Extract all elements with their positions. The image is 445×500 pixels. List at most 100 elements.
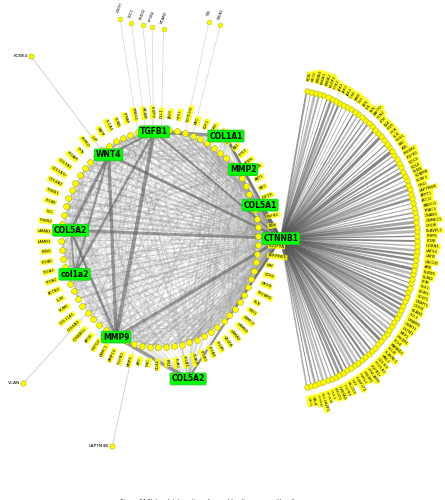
Text: SRC: SRC [398,140,407,147]
Text: RB1: RB1 [232,142,240,151]
Point [328,374,335,382]
Point [316,380,323,388]
Text: PRKG2: PRKG2 [139,8,146,20]
Point [117,15,124,23]
Text: HORN1: HORN1 [426,244,440,249]
Text: PROM2: PROM2 [403,145,417,156]
Text: TGFB2: TGFB2 [117,352,125,365]
Text: FCHI: FCHI [392,338,402,347]
Point [86,158,93,166]
Point [58,246,65,254]
Text: TEC: TEC [358,96,365,104]
Text: WNT4: WNT4 [96,150,121,160]
Point [388,322,396,330]
Point [397,164,405,172]
Text: LAMA3: LAMA3 [37,229,51,234]
Text: LAMC1: LAMC1 [99,344,109,357]
Point [368,122,375,130]
Point [400,302,407,310]
Text: KDR: KDR [268,224,276,228]
Point [406,284,413,292]
Point [412,256,419,264]
Text: RON: RON [307,72,312,81]
Point [251,206,258,214]
Point [112,138,119,145]
Point [217,149,224,157]
Point [332,96,339,104]
Text: YWHAG: YWHAG [337,385,347,400]
Text: LAMB1: LAMB1 [37,240,51,244]
Text: SAPP: SAPP [96,126,105,136]
Text: PLAUR: PLAUR [190,353,198,366]
Text: MLLT10: MLLT10 [346,380,356,396]
Text: LAMB3: LAMB3 [235,322,248,334]
Text: COL5A2: COL5A2 [171,374,205,384]
Point [355,110,362,118]
Text: APOE: APOE [85,332,94,344]
Text: APB: APB [424,264,432,270]
Text: MMP2: MMP2 [230,165,256,174]
Text: LAMA2: LAMA2 [229,329,241,342]
Text: SLAVEL2: SLAVEL2 [426,228,443,233]
Text: COL4A2: COL4A2 [47,176,63,187]
Point [76,171,83,179]
Text: E2F1: E2F1 [202,119,210,130]
Point [377,337,384,345]
Text: PVRL1: PVRL1 [358,373,368,386]
Point [246,190,253,198]
Point [413,246,421,254]
Text: DLL1: DLL1 [160,108,164,118]
Text: COCH3: COCH3 [376,357,388,370]
Text: KLAB2: KLAB2 [410,308,423,318]
Point [166,126,173,134]
Text: PDGFRA: PDGFRA [268,244,284,248]
Point [123,338,130,345]
Text: TP53: TP53 [239,148,248,158]
Text: JUP: JUP [90,134,97,142]
Point [20,379,27,387]
Text: PTDCA1: PTDCA1 [373,360,386,375]
Point [214,323,221,331]
Text: PTPRU: PTPRU [316,394,323,407]
Text: CNMEC1: CNMEC1 [425,217,442,223]
Text: FGFR2: FGFR2 [406,150,419,160]
Text: CCND1: CCND1 [225,132,237,145]
Point [61,263,68,271]
Text: PHM1: PHM1 [426,234,437,238]
Point [119,134,126,141]
Point [203,139,210,147]
Text: MET2: MET2 [311,71,317,82]
Point [365,119,372,127]
Point [380,334,388,342]
Point [255,241,262,249]
Point [377,132,384,140]
Text: VCL: VCL [45,209,54,214]
Point [400,168,407,175]
Text: LYN: LYN [380,116,388,124]
Point [250,267,257,275]
Text: MCAM: MCAM [141,107,146,120]
Point [312,380,319,388]
Text: COL6A3: COL6A3 [67,319,81,332]
Text: TGFB4: TGFB4 [342,383,351,396]
Point [336,98,343,106]
Point [178,341,185,349]
Point [413,232,421,240]
Text: PRDM1: PRDM1 [362,370,373,384]
Text: SPON2: SPON2 [148,10,156,22]
Text: LUM: LUM [56,296,65,303]
Text: LATS2: LATS2 [426,250,438,254]
Point [206,18,213,25]
Text: ZAP70: ZAP70 [373,104,384,117]
Text: TGFB1: TGFB1 [140,128,168,136]
Point [84,308,91,316]
Text: PLAU: PLAU [173,358,179,368]
Point [375,340,382,348]
Point [58,237,65,245]
Text: JAK1: JAK1 [346,87,353,97]
Text: FGFR1: FGFR1 [267,212,280,218]
Text: FONI: FONI [426,239,436,244]
Text: ITK: ITK [365,103,372,110]
Text: PRKG1: PRKG1 [131,108,138,122]
Text: col1a2: col1a2 [61,270,89,278]
